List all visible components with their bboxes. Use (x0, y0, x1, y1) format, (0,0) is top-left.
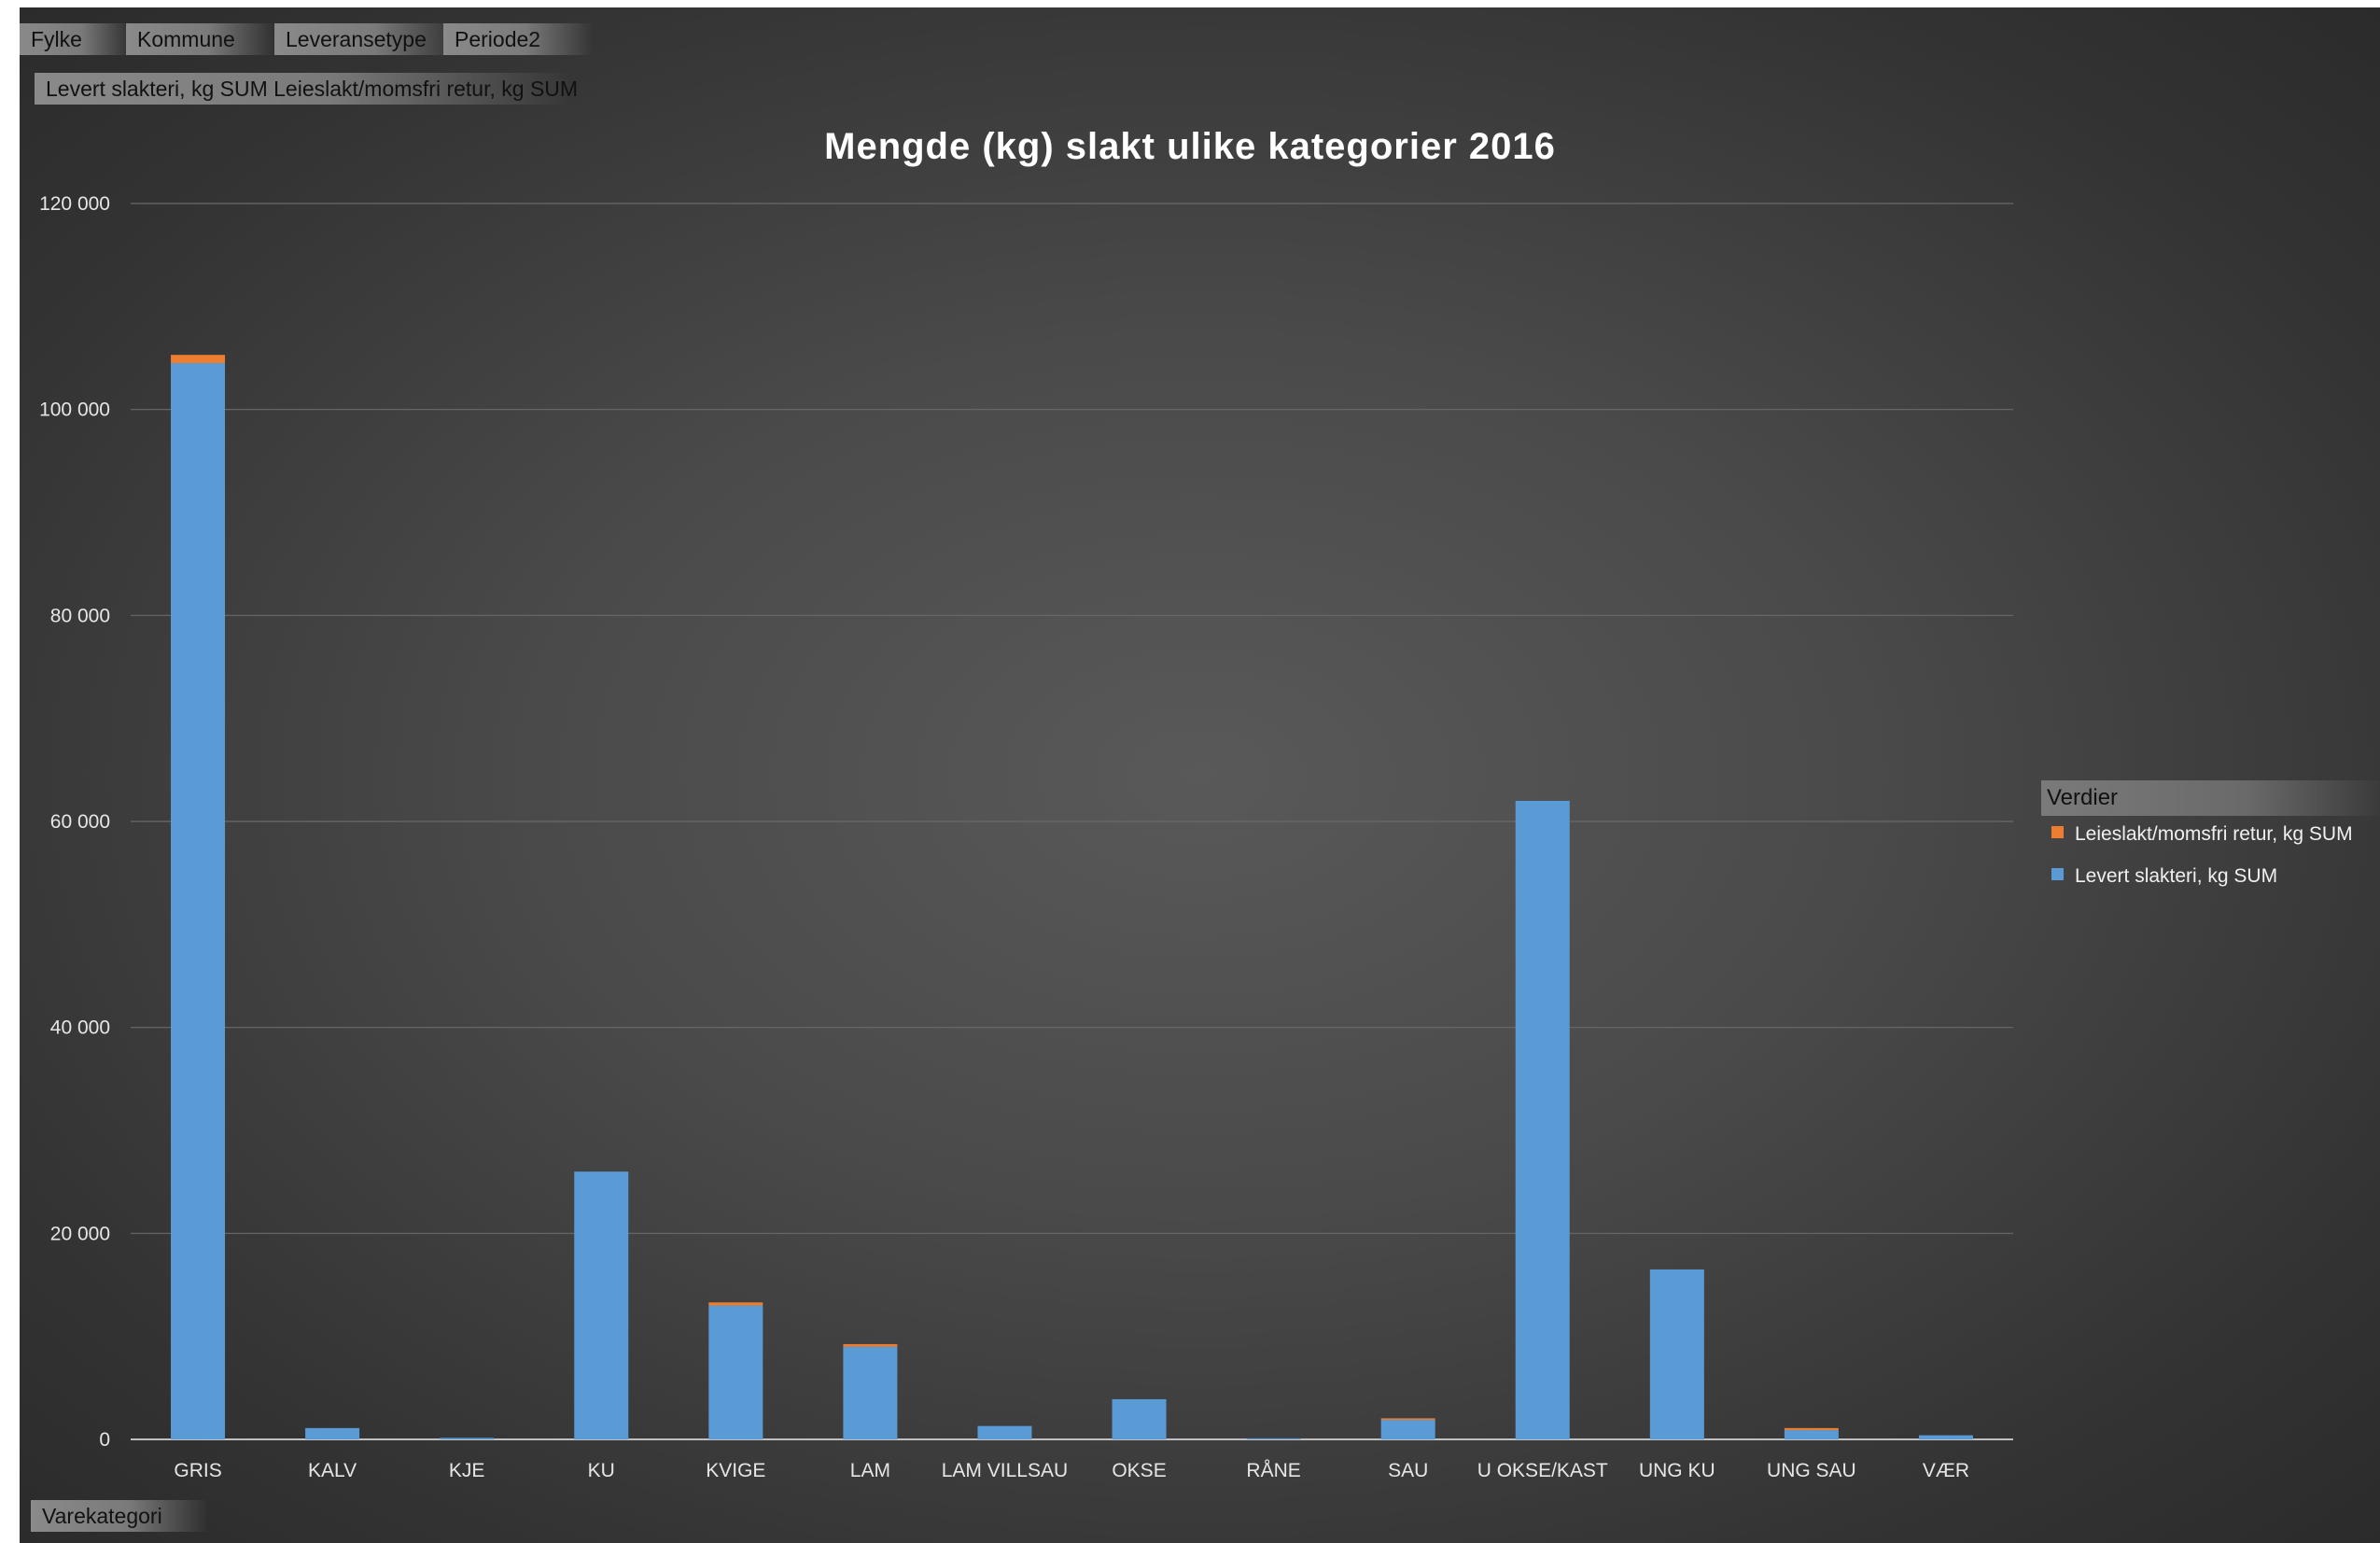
bar-leieslakt-ung-sau[interactable] (1784, 1427, 1839, 1431)
bar-levert-vær[interactable] (1918, 1435, 1973, 1439)
y-tick-label: 20 000 (50, 1223, 110, 1244)
pivot-filter-fylke[interactable]: Fylke (20, 23, 132, 55)
x-tick-label: LAM VILLSAU (942, 1460, 1068, 1481)
bar-levert-råne[interactable] (1246, 1438, 1301, 1439)
bar-levert-ung-sau[interactable] (1784, 1430, 1839, 1439)
legend-swatch-levert (2051, 867, 2064, 880)
legend-item-leieslakt: Leieslakt/momsfri retur, kg SUM (2051, 821, 2353, 849)
chart-title: Mengde (kg) slakt ulike kategorier 2016 (824, 126, 1556, 167)
legend-label-leieslakt: Leieslakt/momsfri retur, kg SUM (2075, 823, 2353, 845)
y-tick-label: 0 (99, 1429, 110, 1451)
y-tick-label: 60 000 (50, 811, 110, 833)
x-tick-label: U OKSE/KAST (1477, 1460, 1608, 1481)
bar-levert-ku[interactable] (574, 1171, 629, 1439)
pivot-axis-field-varekategori[interactable]: Varekategori (31, 1500, 208, 1532)
x-tick-label: UNG KU (1639, 1460, 1715, 1481)
bar-leieslakt-sau[interactable] (1380, 1418, 1435, 1421)
legend-swatch-leieslakt (2051, 825, 2064, 838)
bar-levert-kalv[interactable] (305, 1427, 360, 1439)
bar-levert-kje[interactable] (440, 1438, 495, 1439)
x-tick-label: KVIGE (706, 1460, 765, 1481)
x-tick-label: RÅNE (1246, 1460, 1300, 1481)
y-tick-label: 100 000 (39, 400, 110, 421)
legend-title[interactable]: Verdier (2041, 780, 2380, 816)
bar-leieslakt-gris[interactable] (171, 355, 226, 364)
y-tick-label: 120 000 (39, 193, 110, 215)
pivot-values-field[interactable]: Levert slakteri, kg SUM Leieslakt/momsfr… (35, 73, 578, 105)
x-tick-label: LAM (850, 1460, 890, 1481)
legend-item-levert: Levert slakteri, kg SUM (2051, 863, 2277, 891)
pivot-filter-kommune[interactable]: Kommune (126, 23, 275, 55)
bar-levert-kvige[interactable] (708, 1305, 763, 1439)
legend-label-levert: Levert slakteri, kg SUM (2075, 865, 2278, 887)
bar-leieslakt-lam[interactable] (843, 1343, 898, 1347)
x-tick-label: UNG SAU (1767, 1460, 1856, 1481)
pivot-filter-leveransetype[interactable]: Leveransetype (274, 23, 457, 55)
x-tick-label: VÆR (1923, 1460, 1969, 1481)
bar-levert-sau[interactable] (1380, 1420, 1435, 1439)
bar-levert-u-okse-kast[interactable] (1515, 800, 1570, 1439)
bar-leieslakt-kvige[interactable] (708, 1302, 763, 1306)
x-tick-label: SAU (1388, 1460, 1428, 1481)
bar-levert-okse[interactable] (1112, 1398, 1167, 1439)
x-tick-label: OKSE (1112, 1460, 1166, 1481)
bar-levert-lam[interactable] (843, 1346, 898, 1439)
x-tick-label: KALV (308, 1460, 357, 1481)
chart-area (20, 7, 2380, 1543)
x-tick-label: KU (588, 1460, 615, 1481)
y-tick-label: 40 000 (50, 1017, 110, 1039)
y-tick-label: 80 000 (50, 605, 110, 626)
x-tick-label: GRIS (174, 1460, 221, 1481)
bar-levert-lam-villsau[interactable] (977, 1425, 1032, 1439)
bar-levert-gris[interactable] (171, 363, 226, 1440)
pivot-filter-periode2[interactable]: Periode2 (443, 23, 593, 55)
x-tick-label: KJE (449, 1460, 485, 1481)
bar-levert-ung-ku[interactable] (1649, 1269, 1704, 1439)
